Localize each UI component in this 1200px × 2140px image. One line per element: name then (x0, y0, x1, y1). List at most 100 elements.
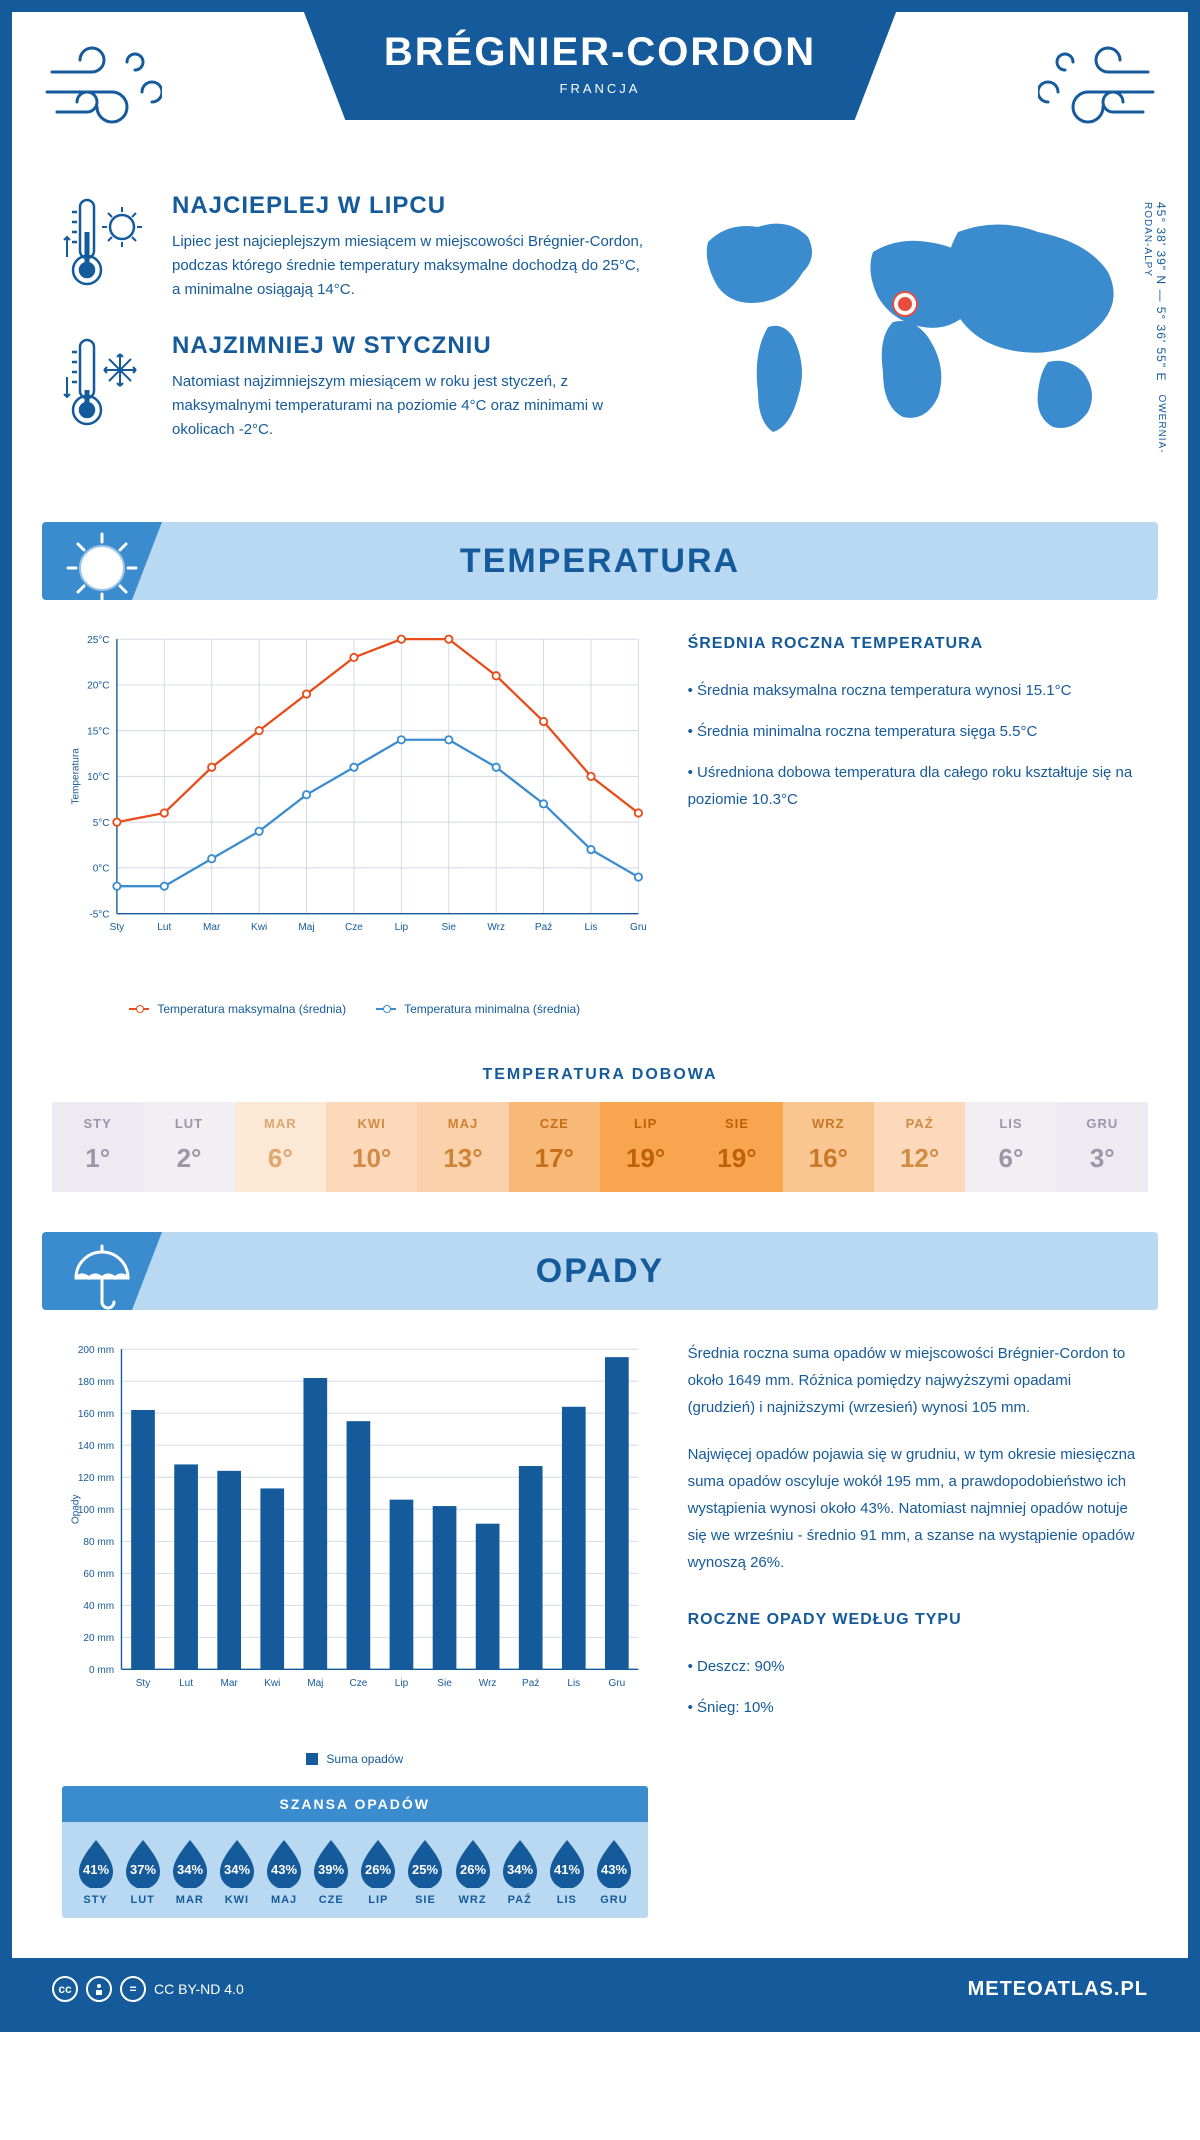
daily-cell: STY1° (52, 1102, 143, 1192)
intro-facts: NAJCIEPLEJ W LIPCU Lipiec jest najcieple… (62, 192, 648, 472)
svg-text:Gru: Gru (630, 922, 647, 933)
daily-cell: LIS6° (965, 1102, 1056, 1192)
cc-icon: cc (52, 1976, 78, 2002)
wind-icon (1038, 42, 1158, 132)
thermometer-hot-icon (62, 192, 152, 292)
svg-text:25°C: 25°C (87, 635, 109, 646)
daily-cell: WRZ16° (783, 1102, 874, 1192)
raindrop-icon: 37% (120, 1838, 166, 1888)
avg-temp-title: ŚREDNIA ROCZNA TEMPERATURA (688, 630, 1138, 659)
temperature-header: TEMPERATURA (42, 522, 1158, 600)
svg-text:40 mm: 40 mm (83, 1601, 114, 1612)
svg-text:Lut: Lut (179, 1678, 193, 1689)
precipitation-paragraphs: Średnia roczna suma opadów w miejscowośc… (688, 1340, 1138, 1576)
svg-text:Paź: Paź (522, 1678, 539, 1689)
svg-text:160 mm: 160 mm (78, 1409, 114, 1420)
precipitation-body: 0 mm20 mm40 mm60 mm80 mm100 mm120 mm140 … (12, 1340, 1188, 1958)
daily-cell: PAŹ12° (874, 1102, 965, 1192)
svg-text:0°C: 0°C (93, 864, 110, 875)
by-icon (86, 1976, 112, 2002)
cold-fact-text: Natomiast najzimniejszym miesiącem w rok… (172, 370, 648, 442)
svg-text:Temperatura: Temperatura (70, 748, 81, 805)
svg-text:Paź: Paź (535, 922, 552, 933)
svg-text:Sty: Sty (136, 1678, 151, 1689)
title-ribbon: BRÉGNIER-CORDON FRANCJA (304, 12, 896, 120)
chance-cell: 39% CZE (308, 1838, 355, 1906)
svg-text:140 mm: 140 mm (78, 1441, 114, 1452)
svg-text:20°C: 20°C (87, 681, 109, 692)
svg-text:Kwi: Kwi (251, 922, 267, 933)
daily-cell: KWI10° (326, 1102, 417, 1192)
svg-text:Lis: Lis (567, 1678, 580, 1689)
license-block: cc = CC BY-ND 4.0 (52, 1976, 244, 2002)
svg-text:Cze: Cze (349, 1678, 367, 1689)
svg-text:Sty: Sty (110, 922, 125, 933)
svg-text:25%: 25% (412, 1862, 438, 1877)
chance-cell: 26% WRZ (449, 1838, 496, 1906)
svg-text:5°C: 5°C (93, 818, 110, 829)
coordinates: 45° 38' 39" N — 5° 36' 55" E OWERNIA-ROD… (1140, 202, 1168, 472)
raindrop-icon: 34% (214, 1838, 260, 1888)
city-name: BRÉGNIER-CORDON (384, 30, 816, 75)
svg-text:26%: 26% (460, 1862, 486, 1877)
precipitation-legend: Suma opadów (62, 1752, 648, 1766)
svg-text:Kwi: Kwi (264, 1678, 280, 1689)
precipitation-legend-label: Suma opadów (326, 1752, 403, 1766)
svg-text:Maj: Maj (298, 922, 314, 933)
license-text: CC BY-ND 4.0 (154, 1981, 244, 1997)
daily-cell: MAR6° (235, 1102, 326, 1192)
cold-fact-title: NAJZIMNIEJ W STYCZNIU (172, 332, 648, 360)
chance-cell: 43% MAJ (261, 1838, 308, 1906)
chance-box: SZANSA OPADÓW 41% STY 37% LUT 34% MAR 34… (62, 1786, 648, 1918)
chance-body: 41% STY 37% LUT 34% MAR 34% KWI 43% (62, 1822, 648, 1918)
raindrop-icon: 39% (308, 1838, 354, 1888)
hot-fact: NAJCIEPLEJ W LIPCU Lipiec jest najcieple… (62, 192, 648, 302)
country-name: FRANCJA (384, 81, 816, 96)
svg-text:200 mm: 200 mm (78, 1345, 114, 1356)
raindrop-icon: 41% (73, 1838, 119, 1888)
svg-text:Lis: Lis (585, 922, 598, 933)
precipitation-title: OPADY (536, 1252, 664, 1291)
raindrop-icon: 34% (497, 1838, 543, 1888)
precip-type-title: ROCZNE OPADY WEDŁUG TYPU (688, 1606, 1138, 1635)
svg-text:41%: 41% (83, 1862, 109, 1877)
svg-text:20 mm: 20 mm (83, 1633, 114, 1644)
chance-cell: 26% LIP (355, 1838, 402, 1906)
precipitation-header: OPADY (42, 1232, 1158, 1310)
temperature-title: TEMPERATURA (460, 542, 740, 581)
svg-text:Gru: Gru (608, 1678, 625, 1689)
wind-icon (42, 42, 162, 132)
svg-text:60 mm: 60 mm (83, 1569, 114, 1580)
svg-text:Mar: Mar (203, 922, 221, 933)
chance-cell: 25% SIE (402, 1838, 449, 1906)
svg-text:37%: 37% (130, 1862, 156, 1877)
svg-text:Lip: Lip (395, 922, 409, 933)
svg-text:0 mm: 0 mm (89, 1665, 114, 1676)
daily-cell: MAJ13° (417, 1102, 508, 1192)
svg-text:Sie: Sie (441, 922, 456, 933)
svg-text:Wrz: Wrz (487, 922, 505, 933)
svg-text:Maj: Maj (307, 1678, 323, 1689)
precipitation-sidebar: Średnia roczna suma opadów w miejscowośc… (688, 1340, 1138, 1938)
temperature-sidebar: ŚREDNIA ROCZNA TEMPERATURA • Średnia mak… (688, 630, 1138, 1016)
daily-cell: SIE19° (691, 1102, 782, 1192)
daily-temp-title: TEMPERATURA DOBOWA (12, 1066, 1188, 1084)
raindrop-icon: 43% (261, 1838, 307, 1888)
svg-text:34%: 34% (177, 1862, 203, 1877)
raindrop-icon: 34% (167, 1838, 213, 1888)
chance-cell: 34% PAŹ (496, 1838, 543, 1906)
svg-text:34%: 34% (507, 1862, 533, 1877)
chance-cell: 37% LUT (119, 1838, 166, 1906)
chance-title: SZANSA OPADÓW (62, 1786, 648, 1822)
svg-text:80 mm: 80 mm (83, 1537, 114, 1548)
raindrop-icon: 25% (402, 1838, 448, 1888)
svg-text:Lut: Lut (157, 922, 171, 933)
daily-cell: LIP19° (600, 1102, 691, 1192)
svg-text:-5°C: -5°C (89, 909, 109, 920)
site-name: METEOATLAS.PL (968, 1978, 1148, 2001)
cold-fact-content: NAJZIMNIEJ W STYCZNIU Natomiast najzimni… (172, 332, 648, 442)
temperature-body: -5°C0°C5°C10°C15°C20°C25°CStyLutMarKwiMa… (12, 630, 1188, 1036)
temperature-legend: Temperatura maksymalna (średnia)Temperat… (62, 1002, 648, 1016)
page-frame: BRÉGNIER-CORDON FRANCJA NAJCIEPLEJ W LIP… (0, 0, 1200, 2032)
raindrop-icon: 41% (544, 1838, 590, 1888)
